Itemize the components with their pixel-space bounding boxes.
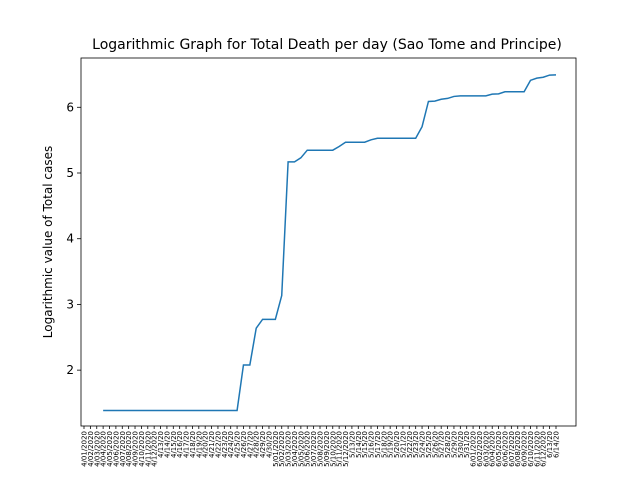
- x-tick-label: 5/05/2020: [297, 431, 305, 467]
- y-tick-label: 3: [66, 297, 74, 311]
- y-tick-label: 5: [66, 166, 74, 180]
- x-tick-label: 4/24/20: [227, 431, 235, 458]
- x-tick-label: 6/03/2020: [482, 431, 490, 467]
- x-tick-label: 6/13/20: [546, 431, 554, 458]
- axes-frame: [80, 57, 577, 427]
- x-tick-label: 4/19/20: [195, 431, 203, 458]
- x-tick-label: 5/02/2020: [278, 431, 286, 467]
- x-tick-label: 4/03/2020: [93, 431, 101, 467]
- x-tick-label: 5/28/20: [444, 431, 452, 458]
- x-tick-label: 5/06/2020: [304, 431, 312, 467]
- x-tick-label: 5/15/20: [361, 431, 369, 458]
- x-tick-label: 4/05/2020: [106, 431, 114, 467]
- x-tick-label: 4/23/20: [221, 431, 229, 458]
- y-tick-label: 6: [66, 100, 74, 114]
- x-tick-label: 5/27/20: [438, 431, 446, 458]
- x-tick-label: 4/16/20: [176, 431, 184, 458]
- x-tick-label: 4/07/2020: [119, 431, 127, 467]
- x-tick-label: 5/13/20: [348, 431, 356, 458]
- x-tick-label: 5/09/2020: [323, 431, 331, 467]
- x-tick-label: 5/20/20: [393, 431, 401, 458]
- y-axis-label: Logarithmic value of Total cases: [41, 146, 55, 338]
- x-tick-label: 5/07/2020: [310, 431, 318, 467]
- x-tick-label: 5/01/2020: [272, 431, 280, 467]
- x-tick-label: 5/29/20: [450, 431, 458, 458]
- x-tick-label: 4/30/20: [265, 431, 273, 458]
- x-tick-label: 5/30/20: [457, 431, 465, 458]
- x-tick-label: 6/09/2020: [521, 431, 529, 467]
- x-tick-label: 4/12/2020: [151, 431, 159, 467]
- x-tick-label: 4/08/2020: [125, 431, 133, 467]
- x-tick-label: 4/13/20: [157, 431, 165, 458]
- x-tick-label: 6/01/2020: [470, 431, 478, 467]
- x-tick-label: 5/19/20: [387, 431, 395, 458]
- x-tick-label: 5/22/20: [406, 431, 414, 458]
- x-tick-label: 4/27/20: [246, 431, 254, 458]
- x-tick-label: 4/15/20: [170, 431, 178, 458]
- x-tick-label: 5/12/2020: [342, 431, 350, 467]
- x-tick-label: 4/20/20: [202, 431, 210, 458]
- y-tick-label: 2: [66, 363, 74, 377]
- data-line: [103, 74, 557, 412]
- x-tick-label: 5/23/20: [412, 431, 420, 458]
- x-tick-label: 4/21/20: [208, 431, 216, 458]
- x-tick-label: 4/10/2020: [138, 431, 146, 467]
- x-tick-label: 4/25/20: [234, 431, 242, 458]
- x-tick-label: 6/12/2020: [540, 431, 548, 467]
- x-tick-label: 4/02/2020: [87, 431, 95, 467]
- x-tick-label: 5/31/20: [463, 431, 471, 458]
- x-tick-label: 4/29/20: [259, 431, 267, 458]
- x-tick-label: 4/01/2020: [81, 431, 89, 467]
- x-tick-label: 5/16/20: [368, 431, 376, 458]
- x-tick-label: 4/09/2020: [132, 431, 140, 467]
- x-tick-label: 6/02/2020: [476, 431, 484, 467]
- x-tick-label: 5/21/20: [399, 431, 407, 458]
- x-tick-label: 4/06/2020: [112, 431, 120, 467]
- x-tick-label: 6/04/2020: [489, 431, 497, 467]
- x-tick-label: 5/18/20: [380, 431, 388, 458]
- x-tick-label: 5/17/20: [374, 431, 382, 458]
- x-tick-label: 4/11/2020: [144, 431, 152, 467]
- x-tick-label: 5/03/2020: [285, 431, 293, 467]
- x-tick-label: 4/22/20: [214, 431, 222, 458]
- x-tick-label: 4/18/20: [189, 431, 197, 458]
- x-tick-label: 6/07/2020: [508, 431, 516, 467]
- x-tick-label: 4/14/20: [163, 431, 171, 458]
- x-tick-label: 4/26/20: [240, 431, 248, 458]
- x-tick-label: 5/25/20: [425, 431, 433, 458]
- x-tick-label: 5/08/2020: [317, 431, 325, 467]
- y-tick-label: 4: [66, 232, 74, 246]
- x-tick-label: 4/28/20: [253, 431, 261, 458]
- x-tick-label: 6/05/2020: [495, 431, 503, 467]
- x-tick-label: 4/04/2020: [100, 431, 108, 467]
- chart-title: Logarithmic Graph for Total Death per da…: [92, 37, 562, 53]
- x-tick-label: 5/10/2020: [329, 431, 337, 467]
- x-tick-label: 6/14/20: [553, 431, 561, 458]
- x-tick-label: 5/11/2020: [336, 431, 344, 467]
- x-tick-label: 5/24/20: [419, 431, 427, 458]
- x-tick-label: 4/17/20: [183, 431, 191, 458]
- x-tick-label: 6/11/2020: [533, 431, 541, 467]
- x-tick-label: 5/14/20: [355, 431, 363, 458]
- x-tick-label: 6/06/2020: [501, 431, 509, 467]
- x-tick-label: 5/04/2020: [291, 431, 299, 467]
- x-tick-label: 5/26/20: [431, 431, 439, 458]
- x-tick-label: 6/08/2020: [514, 431, 522, 467]
- x-tick-label: 6/10/2020: [527, 431, 535, 467]
